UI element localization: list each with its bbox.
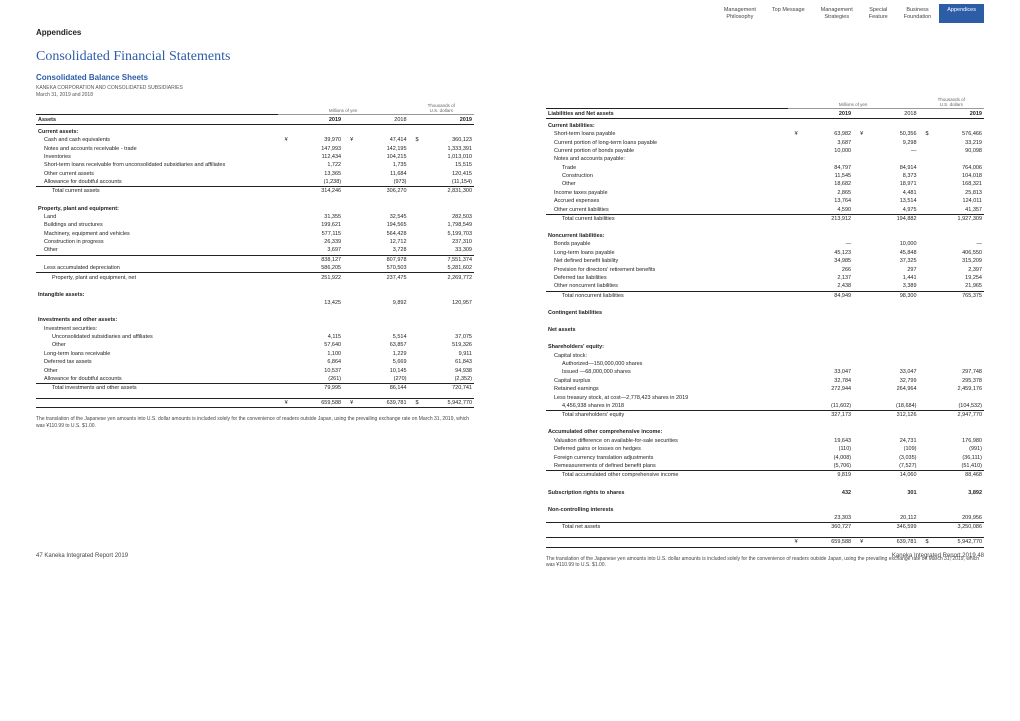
table-row: Bonds payable—10,000— [546,240,984,248]
table-row: Long-term loans payable45,12345,848406,5… [546,249,984,257]
table-row: Valuation difference on available-for-sa… [546,437,984,445]
table-row: Cash and cash equivalents¥39,970¥47,414$… [36,136,474,144]
liabilities-table: Millions of yenThousands ofU.S. dollarsL… [546,96,984,548]
total-row: Total investments and other assets79,995… [36,384,474,393]
right-page: Millions of yenThousands ofU.S. dollarsL… [510,0,1020,569]
table-row: Authorized—150,000,000 shares [546,360,984,368]
table-row: Less treasury stock, at cost—2,778,423 s… [546,393,984,401]
table-row: Issued —68,000,000 shares33,04733,047297… [546,368,984,376]
page-number-left: 47 Kaneka Integrated Report 2019 [36,553,128,559]
table-row: Other current assets13,36511,684120,415 [36,169,474,177]
section-header: Current assets: [36,124,474,136]
section-header: Noncurrent liabilities: [546,229,984,240]
table-row: Construction in progress26,33912,712237,… [36,238,474,246]
table-row: Foreign currency translation adjustments… [546,453,984,461]
page-title: Consolidated Financial Statements [36,49,474,65]
table-row: 13,4259,892120,957 [36,299,474,307]
corp-line: KANEKA CORPORATION AND CONSOLIDATED SUBS… [36,85,474,91]
table-row: Land31,35532,545282,503 [36,213,474,221]
total-row: Total current assets314,246306,2702,831,… [36,187,474,196]
table-row: Accrued expenses13,76413,514124,011 [546,197,984,205]
table-row: Current portion of bonds payable10,000—9… [546,147,984,155]
table-row: Subscription rights to shares4323013,892 [546,486,984,497]
table-row: Construction11,5458,373104,018 [546,172,984,180]
assets-table: Millions of yenThousands ofU.S. dollarsA… [36,102,474,408]
table-row: Other10,53710,14594,938 [36,366,474,374]
section-header: Intangible assets: [36,288,474,299]
table-row: Notes and accounts receivable - trade147… [36,144,474,152]
section-header: Investments and other assets: [36,313,474,324]
table-row: Unconsolidated subsidiaries and affiliat… [36,333,474,341]
table-row: Long-term loans receivable1,1001,2299,91… [36,350,474,358]
table-row: Deferred tax liabilities2,1371,44119,254 [546,274,984,282]
table-row: Deferred tax assets6,8645,66961,843 [36,358,474,366]
table-row: Other current liabilities4,5904,97541,35… [546,205,984,214]
footnote-left: The translation of the Japanese yen amou… [36,416,474,429]
table-row: Notes and accounts payable: [546,155,984,163]
table-row: Short-term loans receivable from unconso… [36,161,474,169]
grand-total: ¥659,588¥639,781$5,942,770 [36,399,474,408]
table-row: Allowance for doubtful accounts(1,238)(9… [36,178,474,187]
total-row: Total current liabilities213,912194,8821… [546,214,984,223]
date-line: March 31, 2019 and 2018 [36,92,474,98]
total-row: Total accumulated other comprehensive in… [546,471,984,480]
table-row: Income taxes payable2,8654,48125,813 [546,189,984,197]
table-row: Net defined benefit liability34,98537,32… [546,257,984,265]
table-row: 4,456,938 shares in 2018(11,602)(18,684)… [546,402,984,411]
table-row: Other noncurrent liabilities2,4383,38921… [546,282,984,291]
left-page: Appendices Consolidated Financial Statem… [0,0,510,569]
table-row: Retained earnings272,944264,9642,459,176 [546,385,984,393]
table-row: Provision for directors' retirement bene… [546,265,984,273]
section-header: Contingent liabilities [546,306,984,317]
table-row: Capital stock: [546,351,984,359]
total-row: Property, plant and equipment, net251,92… [36,273,474,282]
page-number-right: Kaneka Integrated Report 2019 48 [892,553,984,559]
section-header: Current liabilities: [546,118,984,130]
table-row: Short-term loans payable¥63,982¥50,356$5… [546,130,984,138]
table-row: Buildings and structures199,621194,5651,… [36,221,474,229]
table-row: Allowance for doubtful accounts(261)(270… [36,375,474,384]
section-header: Non-controlling interests [546,503,984,514]
table-row: Other57,64063,857519,326 [36,341,474,349]
table-row: 838,127807,9787,551,374 [36,255,474,264]
section-header: Shareholders' equity: [546,340,984,351]
table-row: Other18,68218,971168,321 [546,180,984,188]
table-row: Less accumulated depreciation586,205570,… [36,264,474,273]
grand-total: ¥659,588¥639,781$5,942,770 [546,538,984,547]
total-row: Total noncurrent liabilities84,94998,300… [546,291,984,300]
table-row: Machinery, equipment and vehicles577,115… [36,230,474,238]
total-row: Total shareholders' equity327,173312,126… [546,411,984,420]
table-row: Trade84,79784,914764,006 [546,163,984,171]
section-header: Accumulated other comprehensive income: [546,425,984,436]
table-row: 23,30320,112209,956 [546,514,984,523]
table-row: Capital surplus32,78432,799295,378 [546,377,984,385]
table-row: Remeasurements of defined benefit plans(… [546,462,984,471]
section-header: Net assets [546,323,984,334]
subtitle: Consolidated Balance Sheets [36,73,474,82]
table-row: Current portion of long-term loans payab… [546,138,984,146]
table-row: Deferred gains or losses on hedges(110)(… [546,445,984,453]
section-label: Appendices [36,28,474,37]
table-row: Investment securities: [36,325,474,333]
section-header: Property, plant and equipment: [36,202,474,213]
total-row: Total net assets360,727346,5993,250,086 [546,523,984,532]
table-row: Other3,6973,72833,309 [36,246,474,255]
table-row: Inventories112,434104,2151,013,010 [36,153,474,161]
